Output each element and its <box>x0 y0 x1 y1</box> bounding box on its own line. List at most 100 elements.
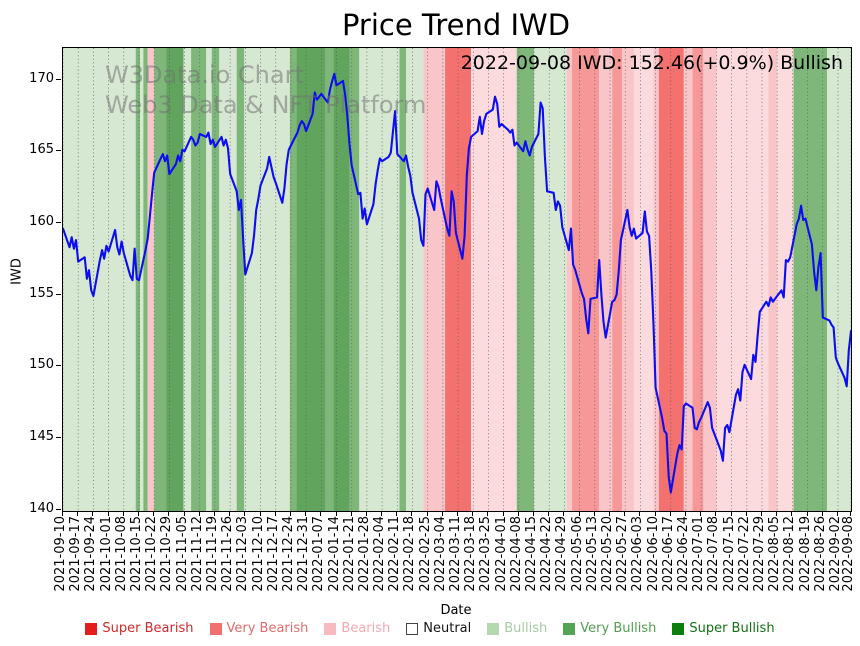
signal-band-super_bullish <box>166 48 184 511</box>
x-tick-mark <box>229 511 231 516</box>
x-tick-mark <box>411 511 413 516</box>
x-tick-mark <box>305 511 307 516</box>
x-tick-mark <box>700 511 702 516</box>
x-tick-mark <box>350 511 352 516</box>
y-tick-label: 150 <box>29 357 54 373</box>
x-tick-label: 2022-03-18 <box>463 516 479 592</box>
legend-label: Super Bearish <box>102 621 194 636</box>
x-tick-label: 2022-03-25 <box>478 516 494 592</box>
x-tick-mark <box>850 511 851 516</box>
x-tick-mark <box>502 511 504 516</box>
x-tick-label: 2022-08-12 <box>782 516 798 592</box>
signal-band-very_bullish <box>211 48 220 511</box>
y-tick-mark <box>56 293 61 295</box>
signal-band-very_bearish <box>572 48 600 511</box>
chart-title: Price Trend IWD <box>341 8 571 42</box>
x-tick-label: 2021-11-12 <box>189 516 205 592</box>
x-tick-mark <box>320 511 322 516</box>
x-tick-label: 2022-03-11 <box>448 516 464 592</box>
legend-label: Super Bullish <box>689 621 775 636</box>
x-axis-title: Date <box>440 603 472 618</box>
x-tick-mark <box>122 511 124 516</box>
signal-band-bearish <box>653 48 659 511</box>
x-tick-label: 2022-02-25 <box>417 516 433 592</box>
x-tick-mark <box>487 511 489 516</box>
x-tick-mark <box>791 511 793 516</box>
plot-area: W3Data.io Chart Web3 Data & NFT Platform… <box>62 47 852 512</box>
y-tick-label: 155 <box>29 285 54 301</box>
signal-bands <box>63 48 851 511</box>
x-tick-mark <box>381 511 383 516</box>
x-tick-mark <box>153 511 155 516</box>
y-tick-mark <box>56 78 61 80</box>
x-tick-label: 2021-10-08 <box>113 516 129 592</box>
x-tick-label: 2021-10-01 <box>98 516 114 592</box>
signal-band-bullish <box>405 48 424 511</box>
x-tick-label: 2022-04-29 <box>554 516 570 592</box>
x-tick-mark <box>624 511 626 516</box>
x-tick-label: 2021-10-15 <box>128 516 144 592</box>
legend-label: Bearish <box>341 621 391 636</box>
signal-band-bullish <box>244 48 290 511</box>
price-line <box>63 72 851 494</box>
y-tick-label: 170 <box>29 70 54 86</box>
signal-band-very_bearish <box>692 48 704 511</box>
legend-item-super-bullish: Super Bullish <box>672 621 775 636</box>
legend-label: Very Bearish <box>226 621 309 636</box>
signal-band-bullish <box>183 48 192 511</box>
x-tick-label: 2022-01-14 <box>326 516 342 592</box>
x-tick-label: 2022-07-01 <box>691 516 707 592</box>
signal-band-super_bullish <box>333 48 350 511</box>
x-tick-mark <box>213 511 215 516</box>
x-tick-label: 2022-05-13 <box>584 516 600 592</box>
signal-band-bearish <box>566 48 573 511</box>
x-tick-label: 2022-06-03 <box>630 516 646 592</box>
legend-item-very-bullish: Very Bullish <box>563 621 656 636</box>
x-tick-label: 2021-11-26 <box>220 516 236 592</box>
x-tick-label: 2022-01-07 <box>311 516 327 592</box>
legend-label: Neutral <box>423 621 472 636</box>
signal-band-super_bearish <box>445 48 472 511</box>
x-tick-mark <box>198 511 200 516</box>
x-tick-mark <box>533 511 535 516</box>
signal-band-bullish <box>63 48 136 511</box>
signal-band-bearish <box>147 48 155 511</box>
x-tick-label: 2022-07-08 <box>706 516 722 592</box>
x-tick-label: 2021-09-17 <box>68 516 84 592</box>
signal-band-very_bullish <box>289 48 297 511</box>
x-tick-mark <box>836 511 838 516</box>
signal-band-bearish <box>423 48 446 511</box>
x-tick-label: 2022-08-26 <box>812 516 828 592</box>
x-tick-mark <box>426 511 428 516</box>
signal-band-very_bullish <box>154 48 167 511</box>
price-annotation: 2022-09-08 IWD: 152.46(+0.9%) Bullish <box>460 52 843 74</box>
signal-band-bullish <box>206 48 212 511</box>
x-tick-mark <box>183 511 185 516</box>
x-tick-mark <box>396 511 398 516</box>
signal-band-very_bullish <box>399 48 406 511</box>
y-tick-label: 140 <box>29 500 54 516</box>
neutral-swatch-icon <box>406 622 419 635</box>
x-tick-mark <box>107 511 109 516</box>
x-tick-label: 2022-01-21 <box>341 516 357 592</box>
x-tick-label: 2021-12-03 <box>235 516 251 592</box>
x-tick-label: 2022-01-28 <box>356 516 372 592</box>
y-tick-label: 145 <box>29 428 54 444</box>
legend-item-bearish: Bearish <box>324 621 390 636</box>
x-tick-label: 2022-05-06 <box>569 516 585 592</box>
x-tick-mark <box>745 511 747 516</box>
x-tick-label: 2022-04-22 <box>539 516 555 592</box>
signal-band-bearish_weak <box>633 48 654 511</box>
x-tick-mark <box>730 511 732 516</box>
x-tick-label: 2022-04-01 <box>493 516 509 592</box>
x-tick-mark <box>593 511 595 516</box>
x-tick-mark <box>472 511 474 516</box>
y-tick-mark <box>56 150 61 152</box>
x-tick-mark <box>62 511 63 516</box>
signal-band-super_bullish <box>296 48 326 511</box>
signal-band-bearish <box>768 48 778 511</box>
y-axis-title: IWD <box>9 258 25 285</box>
x-tick-label: 2022-05-27 <box>615 516 631 592</box>
signal-band-very_bullish <box>325 48 334 511</box>
